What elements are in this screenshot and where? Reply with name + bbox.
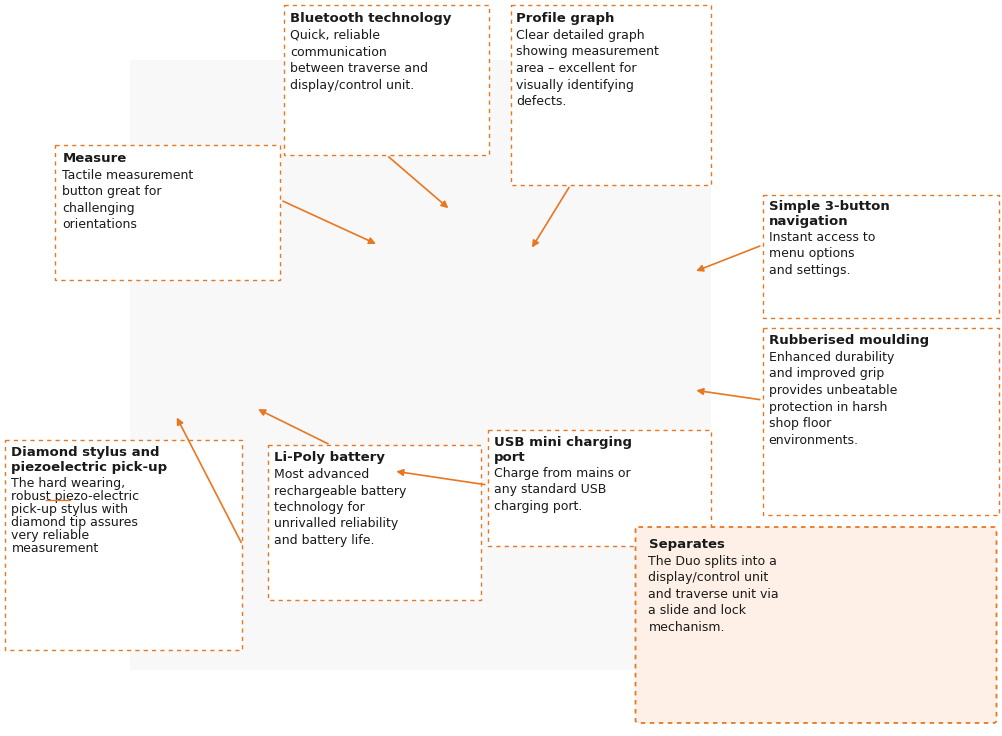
Bar: [487, 430, 709, 546]
Text: very reliable: very reliable: [11, 529, 89, 542]
Text: Charge from mains or
any standard USB
charging port.: Charge from mains or any standard USB ch…: [493, 467, 629, 513]
Bar: [130, 60, 709, 670]
Bar: [510, 5, 709, 185]
Text: Tactile measurement
button great for
challenging
orientations: Tactile measurement button great for cha…: [62, 169, 193, 232]
Bar: [762, 195, 998, 318]
Text: Separates: Separates: [648, 538, 723, 551]
Text: Quick, reliable
communication
between traverse and
display/control unit.: Quick, reliable communication between tr…: [291, 29, 428, 91]
Bar: [5, 440, 242, 650]
Text: Bluetooth technology: Bluetooth technology: [291, 12, 452, 25]
Text: Measure: Measure: [62, 152, 126, 165]
Text: diamond tip assures: diamond tip assures: [11, 516, 138, 529]
Bar: [762, 328, 998, 515]
Text: measurement: measurement: [11, 542, 98, 555]
Bar: [55, 145, 281, 280]
Text: robust piezo-electric: robust piezo-electric: [11, 490, 139, 503]
Text: Simple 3-button
navigation: Simple 3-button navigation: [768, 200, 889, 228]
Text: USB mini charging
port: USB mini charging port: [493, 436, 631, 464]
Text: Enhanced durability
and improved grip
provides unbeatable
protection in harsh
sh: Enhanced durability and improved grip pr…: [768, 351, 896, 447]
Text: Diamond stylus and
piezoelectric pick-up: Diamond stylus and piezoelectric pick-up: [11, 446, 167, 475]
Text: The Duo splits into a
display/control unit
and traverse unit via
a slide and loc: The Duo splits into a display/control un…: [648, 555, 779, 634]
Bar: [269, 445, 480, 600]
Text: The hard wearing,: The hard wearing,: [11, 477, 125, 490]
Text: Most advanced
rechargeable battery
technology for
unrivalled reliability
and bat: Most advanced rechargeable battery techn…: [275, 468, 407, 547]
FancyBboxPatch shape: [635, 527, 996, 723]
Text: pick-up stylus with: pick-up stylus with: [11, 503, 128, 516]
Text: Profile graph: Profile graph: [516, 12, 614, 25]
Bar: [285, 5, 488, 155]
Text: Clear detailed graph
showing measurement
area – excellent for
visually identifyi: Clear detailed graph showing measurement…: [516, 29, 658, 108]
Text: Li-Poly battery: Li-Poly battery: [275, 451, 385, 464]
Text: Instant access to
menu options
and settings.: Instant access to menu options and setti…: [768, 231, 874, 277]
Text: Rubberised moulding: Rubberised moulding: [768, 334, 928, 347]
